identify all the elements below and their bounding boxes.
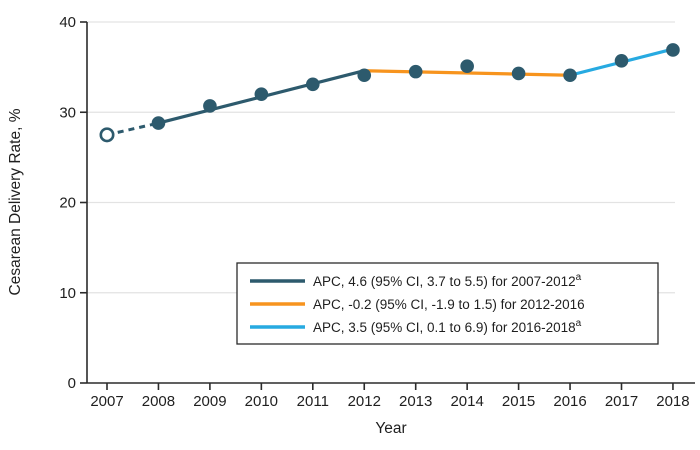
data-point-2016	[563, 68, 577, 83]
legend-box: APC, 4.6 (95% CI, 3.7 to 5.5) for 2007-2…	[236, 262, 659, 345]
x-tick-label-2011: 2011	[297, 393, 329, 410]
data-point-2011	[306, 77, 320, 92]
x-tick-label-2007: 2007	[90, 393, 123, 410]
legend-label-2: APC, 3.5 (95% CI, 0.1 to 6.9) for 2016-2…	[313, 318, 582, 335]
legend-label-0: APC, 4.6 (95% CI, 3.7 to 5.5) for 2007-2…	[313, 272, 582, 289]
data-point-2017	[614, 54, 629, 68]
data-point-2018	[666, 43, 680, 57]
y-tick-label-20: 20	[59, 195, 76, 212]
data-point-2012	[357, 68, 372, 83]
data-point-2015	[511, 66, 526, 81]
axes	[80, 21, 695, 390]
data-series	[106, 47, 675, 137]
legend-label-1: APC, -0.2 (95% CI, -1.9 to 1.5) for 2012…	[313, 297, 585, 312]
y-tick-label-30: 30	[59, 104, 76, 121]
data-point-2007	[99, 127, 115, 143]
x-tick-label-2016: 2016	[553, 393, 586, 410]
x-tick-label-2009: 2009	[193, 393, 226, 410]
x-tick-label-2008: 2008	[142, 393, 175, 410]
x-axis-title: Year	[375, 420, 406, 437]
data-point-2014	[460, 59, 474, 74]
gridlines	[87, 21, 675, 294]
y-tick-label-0: 0	[68, 375, 76, 392]
data-point-2008	[151, 116, 166, 130]
legend-frame	[236, 262, 659, 345]
data-point-2009	[203, 99, 217, 113]
x-tick-label-2018: 2018	[656, 393, 689, 410]
data-point-2013	[408, 64, 423, 79]
x-tick-label-2014: 2014	[450, 393, 483, 410]
y-axis-title: Cesarean Delivery Rate, %	[7, 108, 24, 295]
x-tick-label-2010: 2010	[245, 393, 278, 410]
x-tick-label-2017: 2017	[605, 393, 638, 410]
tick-labels: 0 10 20 30 40 2007 2008 2009 2010 2011 2012 2013 201…	[59, 14, 689, 410]
y-tick-label-10: 10	[59, 285, 76, 302]
trend-dashed-lead-0	[106, 121, 159, 137]
data-markers	[99, 43, 680, 143]
x-tick-label-2015: 2015	[502, 393, 535, 410]
x-tick-label-2012: 2012	[348, 393, 381, 410]
data-point-2010	[254, 87, 269, 101]
x-tick-label-2013: 2013	[399, 393, 432, 410]
y-tick-label-40: 40	[59, 14, 76, 31]
